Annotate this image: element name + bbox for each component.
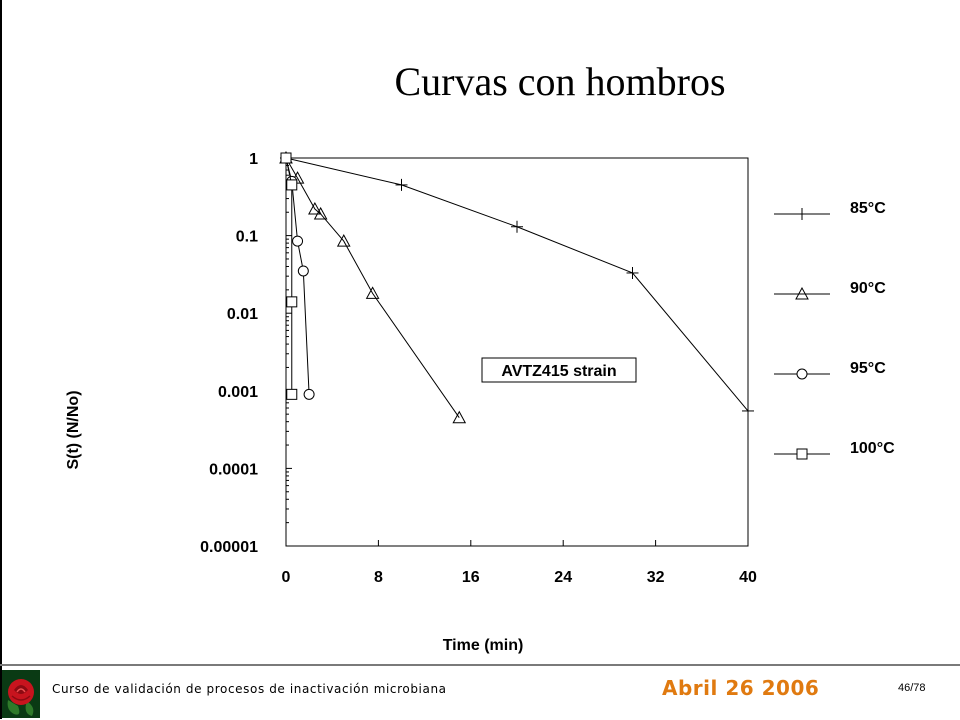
data-point-square <box>286 388 298 400</box>
data-point-plus <box>395 178 408 191</box>
footer-date: Abril 26 2006 <box>662 676 820 700</box>
triangle-marker <box>308 201 322 215</box>
data-point-circle <box>303 388 315 400</box>
plot-area <box>285 157 749 547</box>
x-tick-label: 24 <box>554 569 572 586</box>
legend-label: 95°C <box>850 360 886 377</box>
square-marker <box>280 152 292 164</box>
circle-marker <box>796 368 808 380</box>
data-point-triangle <box>336 234 351 247</box>
legend-marker-circle <box>796 368 808 380</box>
footer-course-title: Curso de validación de procesos de inact… <box>52 682 447 696</box>
series-line-square <box>285 157 293 395</box>
rose-logo-icon <box>2 670 40 718</box>
annotation-box <box>481 357 637 383</box>
square-marker <box>286 179 298 191</box>
legend-label: 85°C <box>850 200 886 217</box>
legend-marker-plus <box>796 208 808 220</box>
legend-label: 90°C <box>850 280 886 297</box>
x-tick-label: 16 <box>462 569 480 586</box>
y-tick-label: 1 <box>249 151 258 168</box>
slide-title: Curvas con hombros <box>394 59 726 104</box>
data-point-plus <box>742 404 754 417</box>
circle-marker <box>292 235 304 247</box>
page-number: 46/78 <box>898 682 926 694</box>
triangle-marker <box>336 234 351 247</box>
data-point-circle <box>297 265 309 277</box>
data-point-circle <box>292 235 304 247</box>
data-point-square <box>286 179 298 191</box>
circle-marker <box>297 265 309 277</box>
y-tick-label: 0.0001 <box>209 461 258 478</box>
shoulder-curves-chart: 0 8 16 24 32 40 1 0.1 0.01 0.001 0.0001 0.00001 Time… <box>65 150 895 654</box>
annotation-label: AVTZ415 strain <box>501 363 616 380</box>
y-axis-label: S(t) (N/No) <box>65 390 82 469</box>
data-point-plus <box>626 266 639 279</box>
legend-marker-square <box>796 448 808 460</box>
x-tick-label: 40 <box>739 569 757 586</box>
square-marker <box>286 296 298 308</box>
data-point-triangle <box>452 410 467 424</box>
y-tick-label: 0.001 <box>218 384 258 401</box>
triangle-marker <box>365 286 380 299</box>
footer-divider <box>0 664 960 666</box>
x-tick-label: 8 <box>374 569 383 586</box>
x-tick-label: 32 <box>647 569 665 586</box>
triangle-marker <box>795 286 809 300</box>
data-point-square <box>286 296 298 308</box>
x-axis-label: Time (min) <box>443 637 524 654</box>
data-point-triangle <box>308 201 322 215</box>
y-tick-label: 0.1 <box>236 229 258 246</box>
data-point-plus <box>511 220 523 233</box>
y-tick-label: 0.00001 <box>200 539 258 556</box>
data-point-square <box>280 152 292 164</box>
triangle-marker <box>452 410 467 424</box>
square-marker <box>796 448 808 460</box>
legend-label: 100°C <box>850 440 895 457</box>
square-marker <box>286 388 298 400</box>
triangle-marker <box>313 206 328 220</box>
y-tick-label: 0.01 <box>227 306 258 323</box>
data-point-triangle <box>313 206 328 220</box>
circle-marker <box>303 388 315 400</box>
legend-marker-triangle <box>795 286 809 300</box>
x-tick-label: 0 <box>282 569 291 586</box>
data-point-triangle <box>365 286 380 299</box>
